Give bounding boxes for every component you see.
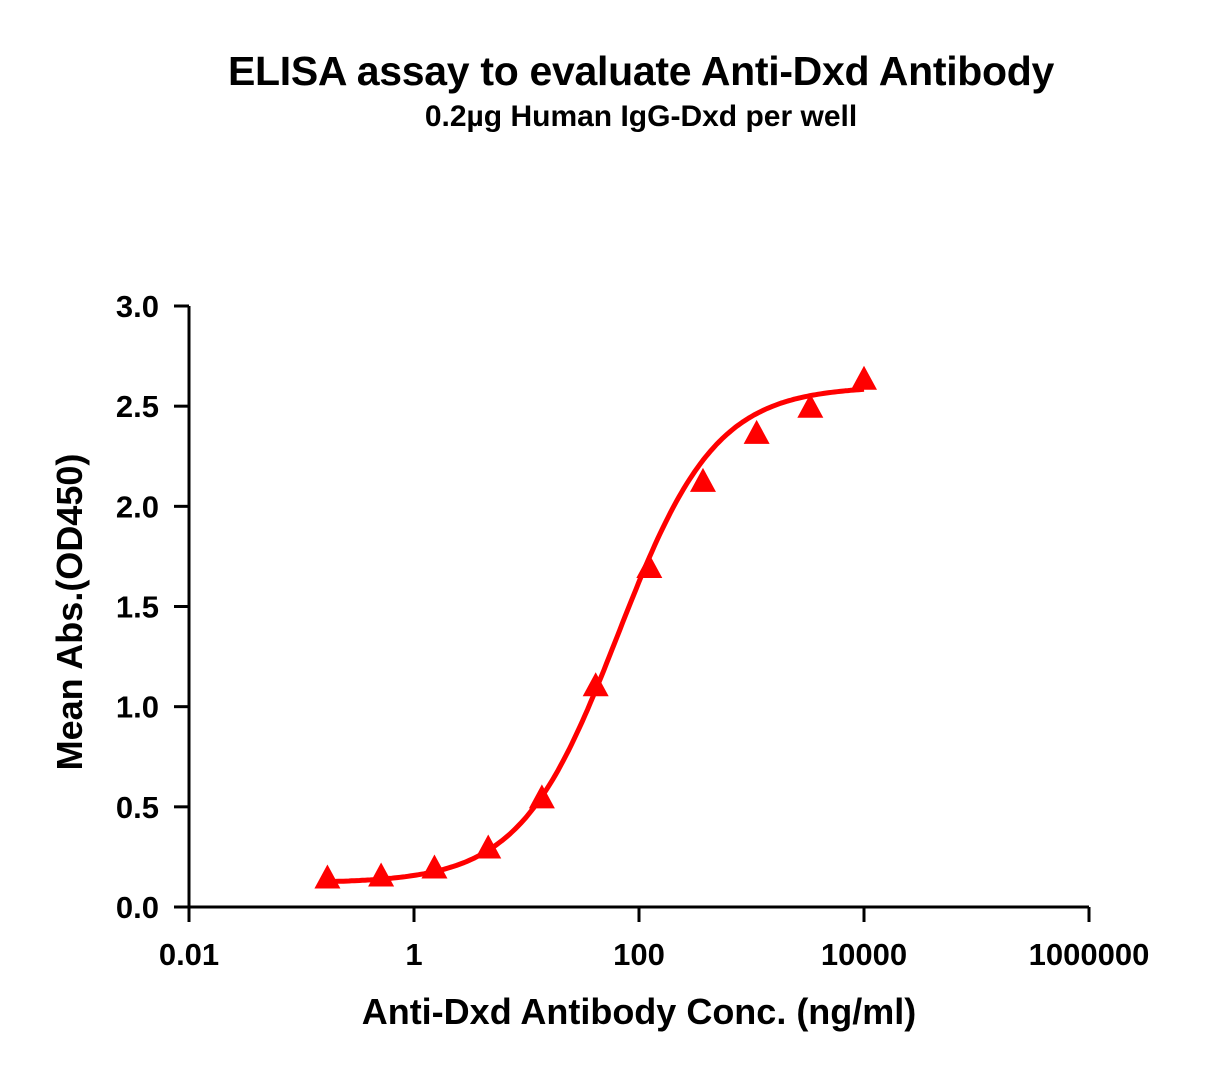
y-tick-label: 0.0 [116, 890, 159, 925]
y-tick-label: 2.5 [116, 389, 159, 424]
triangle-marker-icon [528, 784, 555, 809]
triangle-marker-icon [582, 672, 609, 697]
x-tick-label: 1000000 [1029, 937, 1150, 972]
triangle-marker-icon [636, 554, 663, 579]
axes: 0.0 0.5 1.0 1.5 2.0 2.5 3.0 0.01 1 100 10000 100000… [116, 289, 1149, 972]
triangle-marker-icon [475, 834, 502, 859]
triangle-marker-icon [797, 393, 824, 418]
x-tick-label: 1 [405, 937, 422, 972]
y-tick-label: 3.0 [116, 289, 159, 324]
x-tick-label: 100 [613, 937, 665, 972]
y-tick-label: 2.0 [116, 489, 159, 524]
x-axis-label: Anti-Dxd Antibody Conc. (ng/ml) [362, 991, 917, 1032]
y-tick-label: 1.5 [116, 590, 159, 625]
triangle-marker-icon [314, 864, 341, 889]
chart-title: ELISA assay to evaluate Anti-Dxd Antibod… [227, 48, 1055, 94]
sigmoid-fit-line [327, 386, 865, 885]
x-tick-label: 10000 [821, 937, 907, 972]
triangle-marker-icon [421, 854, 448, 879]
chart-subtitle: 0.2µg Human IgG-Dxd per well [424, 100, 858, 133]
triangle-marker-icon [689, 467, 716, 492]
y-tick-label: 1.0 [116, 690, 159, 725]
x-tick-label: 0.01 [159, 937, 219, 972]
triangle-marker-icon [743, 419, 770, 444]
triangle-marker-icon [368, 862, 395, 887]
fit-curve [327, 386, 865, 885]
triangle-marker-icon [851, 365, 877, 390]
data-markers [314, 365, 877, 889]
y-tick-label: 0.5 [116, 790, 159, 825]
y-axis-label: Mean Abs.(OD450) [49, 454, 90, 771]
